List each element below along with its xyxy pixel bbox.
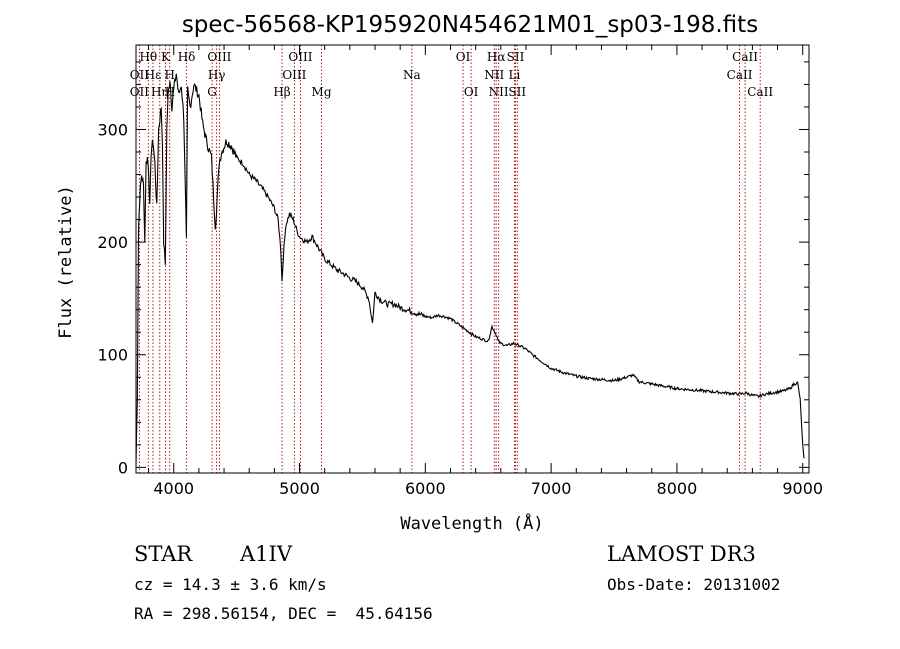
line-label-17: OI [456, 50, 471, 64]
line-label-23: NII [489, 85, 509, 99]
y-tick-label-2: 200 [97, 233, 128, 252]
line-label-2: OII [130, 85, 150, 99]
line-label-12: OIII [288, 50, 312, 64]
coordinates-text: RA = 298.56154, DEC = 45.64156 [134, 604, 433, 623]
x-axis-label: Wavelength (Å) [400, 512, 543, 534]
x-tick-label-5: 9000 [782, 479, 823, 498]
object-subclass: A1IV [239, 542, 293, 566]
survey-label: LAMOST DR3 [607, 542, 756, 566]
line-label-10: Hγ [208, 68, 226, 82]
line-label-3: Hε [145, 68, 162, 82]
line-label-24: SII [508, 85, 526, 99]
line-label-0: Hθ [139, 50, 157, 64]
line-label-7: Hδ [178, 50, 196, 64]
line-label-14: Hβ [273, 85, 290, 99]
line-label-19: Hα [487, 50, 506, 64]
y-axis-label: Flux (relative) [56, 185, 76, 339]
line-label-20: SII [507, 50, 525, 64]
plot-frame [135, 44, 810, 474]
line-label-9: OIII [207, 50, 231, 64]
line-label-25: CaII [732, 50, 758, 64]
line-label-26: CaII [727, 68, 753, 82]
obs-date-text: Obs-Date: 20131002 [607, 575, 780, 594]
line-label-22: Li [508, 68, 520, 82]
spectral-line-markers [138, 45, 761, 473]
x-tick-label-3: 7000 [531, 479, 572, 498]
x-tick-label-2: 6000 [405, 479, 446, 498]
x-axis: 4000 5000 6000 7000 8000 9000 [148, 45, 823, 498]
line-label-5: K [161, 50, 171, 64]
x-tick-label-4: 8000 [657, 479, 698, 498]
redshift-text: cz = 14.3 ± 3.6 km/s [134, 575, 327, 594]
line-label-13: OIII [282, 68, 306, 82]
chart-title: spec-56568-KP195920N454621M01_sp03-198.f… [182, 12, 758, 38]
line-label-1: OII [130, 68, 150, 82]
line-label-16: Na [403, 68, 421, 82]
spectrum-series-line [135, 73, 805, 466]
y-tick-label-0: 0 [118, 458, 128, 477]
line-label-8: H [165, 85, 175, 99]
line-label-4: Hη [151, 85, 169, 99]
x-tick-label-1: 5000 [279, 479, 320, 498]
line-label-11: G [207, 85, 217, 99]
x-tick-label-0: 4000 [153, 479, 194, 498]
line-label-18: OI [464, 85, 479, 99]
object-class: STAR [134, 542, 193, 566]
y-tick-label-3: 300 [97, 120, 128, 139]
line-label-27: CaII [747, 85, 773, 99]
y-axis: 0 100 200 300 [97, 61, 809, 477]
line-label-21: NII [484, 68, 504, 82]
line-label-6: H [164, 68, 174, 82]
line-label-15: Mg [312, 85, 332, 99]
y-tick-label-1: 100 [97, 346, 128, 365]
